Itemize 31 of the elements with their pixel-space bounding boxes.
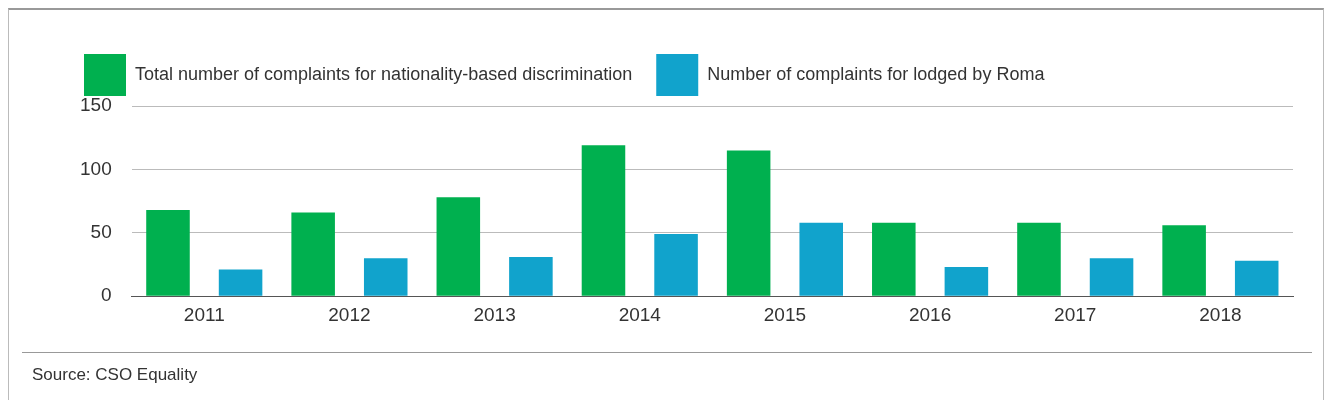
x-tick-label: 2015 (763, 303, 807, 325)
bar (1089, 258, 1134, 296)
x-tick-label: 2017 (1054, 303, 1097, 325)
bar (1234, 260, 1279, 296)
x-tick-label: 2011 (183, 303, 225, 325)
y-tick-label: 100 (80, 157, 112, 179)
legend-label: Number of complaints for lodged by Roma (707, 63, 1046, 84)
x-tick-label: 2018 (1199, 303, 1242, 325)
x-tick-label: 2016 (908, 303, 952, 325)
bar (581, 145, 626, 296)
bar (944, 267, 989, 296)
source-note: Source: CSO Equality (32, 365, 198, 385)
bar (654, 234, 698, 296)
bar (726, 150, 771, 296)
bar (291, 212, 335, 296)
y-tick-label: 150 (80, 94, 112, 116)
legend-label: Total number of complaints for nationality-based discrimination (135, 63, 633, 84)
bar (363, 258, 408, 296)
y-tick-label: 50 (90, 221, 112, 243)
bar (1017, 222, 1061, 296)
bar (218, 269, 263, 296)
x-tick-label: 2013 (473, 303, 516, 325)
bar (872, 222, 916, 296)
y-tick-label: 0 (101, 284, 112, 306)
x-tick-label: 2014 (618, 303, 662, 325)
bar (436, 197, 481, 296)
x-tick-label: 2012 (328, 303, 371, 325)
bar (146, 209, 190, 296)
bar (799, 222, 843, 296)
bar (509, 256, 553, 296)
bar (1162, 225, 1206, 296)
